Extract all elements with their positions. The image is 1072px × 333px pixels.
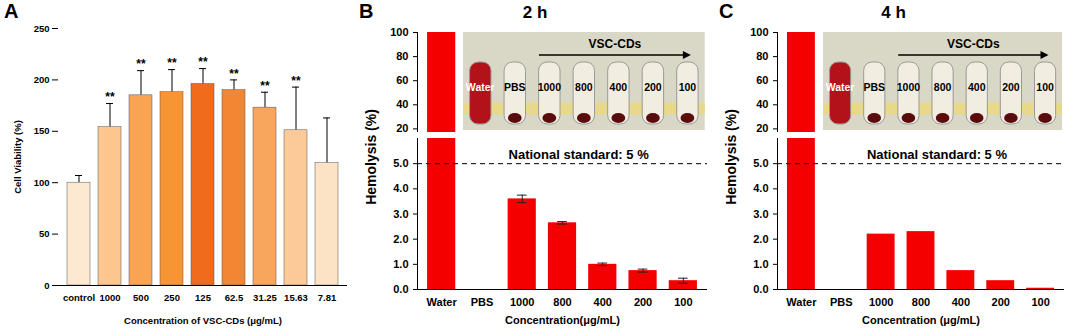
svg-text:1000: 1000 xyxy=(538,81,562,93)
svg-text:control: control xyxy=(63,292,95,303)
svg-text:Water: Water xyxy=(786,296,817,308)
svg-text:PBS: PBS xyxy=(830,296,853,308)
svg-text:Concentration (μg/mL): Concentration (μg/mL) xyxy=(862,314,980,326)
svg-text:40: 40 xyxy=(396,98,408,110)
svg-text:200: 200 xyxy=(1002,81,1020,93)
svg-text:60: 60 xyxy=(756,74,768,86)
svg-text:800: 800 xyxy=(912,296,930,308)
svg-text:200: 200 xyxy=(992,296,1010,308)
svg-text:0.0: 0.0 xyxy=(753,283,768,295)
svg-text:100: 100 xyxy=(750,26,768,38)
svg-text:National standard: 5 %: National standard: 5 % xyxy=(867,147,1008,162)
html-text:Hemolysis (%): Hemolysis (%) xyxy=(363,108,379,205)
html-text:C: C xyxy=(719,0,734,22)
svg-text:100: 100 xyxy=(679,81,697,93)
svg-text:National standard: 5 %: National standard: 5 % xyxy=(509,147,650,162)
svg-text:3.0: 3.0 xyxy=(753,208,768,220)
svg-text:150: 150 xyxy=(34,125,50,136)
svg-text:40: 40 xyxy=(756,98,768,110)
svg-text:2.0: 2.0 xyxy=(753,233,768,245)
svg-text:**: ** xyxy=(291,74,301,88)
svg-text:62.5: 62.5 xyxy=(225,292,244,303)
svg-text:PBS: PBS xyxy=(504,81,526,93)
svg-text:15.63: 15.63 xyxy=(284,292,308,303)
svg-text:1000: 1000 xyxy=(99,292,120,303)
svg-text:Water: Water xyxy=(826,81,855,93)
svg-text:Water: Water xyxy=(466,81,495,93)
svg-text:**: ** xyxy=(136,57,146,71)
svg-text:7.81: 7.81 xyxy=(318,292,337,303)
svg-text:80: 80 xyxy=(756,50,768,62)
svg-text:400: 400 xyxy=(610,81,628,93)
svg-text:1.0: 1.0 xyxy=(753,258,768,270)
svg-text:2.0: 2.0 xyxy=(393,233,408,245)
svg-text:100: 100 xyxy=(1031,296,1049,308)
svg-text:400: 400 xyxy=(968,81,986,93)
svg-text:200: 200 xyxy=(644,81,662,93)
svg-text:60: 60 xyxy=(396,74,408,86)
svg-text:Concentration(μg/mL): Concentration(μg/mL) xyxy=(505,314,620,326)
svg-text:200: 200 xyxy=(34,74,50,85)
svg-text:4.0: 4.0 xyxy=(393,182,408,194)
svg-text:250: 250 xyxy=(164,292,180,303)
svg-text:31.25: 31.25 xyxy=(253,292,277,303)
svg-text:5.0: 5.0 xyxy=(753,157,768,169)
svg-text:VSC-CDs: VSC-CDs xyxy=(947,37,1000,51)
svg-text:50: 50 xyxy=(39,228,50,239)
svg-text:Water: Water xyxy=(427,296,458,308)
svg-text:100: 100 xyxy=(390,26,408,38)
svg-text:**: ** xyxy=(167,56,177,70)
svg-text:1000: 1000 xyxy=(869,296,893,308)
svg-text:0: 0 xyxy=(44,280,49,291)
html-text:4 h: 4 h xyxy=(881,3,906,22)
svg-text:80: 80 xyxy=(396,50,408,62)
svg-text:3.0: 3.0 xyxy=(393,208,408,220)
svg-text:VSC-CDs: VSC-CDs xyxy=(589,37,642,51)
svg-text:400: 400 xyxy=(952,296,970,308)
svg-text:0.0: 0.0 xyxy=(393,283,408,295)
svg-text:100: 100 xyxy=(34,177,50,188)
svg-text:Cell Viability (%): Cell Viability (%) xyxy=(12,120,23,194)
svg-text:Concentration of VSC-CDs (μg/m: Concentration of VSC-CDs (μg/mL) xyxy=(124,315,282,326)
svg-text:125: 125 xyxy=(195,292,212,303)
svg-text:200: 200 xyxy=(634,296,652,308)
svg-text:100: 100 xyxy=(1036,81,1054,93)
svg-text:1.0: 1.0 xyxy=(393,258,408,270)
html-text:2 h: 2 h xyxy=(522,3,548,22)
svg-text:800: 800 xyxy=(575,81,593,93)
html-text:A: A xyxy=(4,0,19,22)
svg-text:**: ** xyxy=(229,67,239,81)
svg-text:**: ** xyxy=(198,55,208,69)
svg-text:800: 800 xyxy=(553,296,571,308)
svg-text:**: ** xyxy=(105,90,115,104)
svg-text:250: 250 xyxy=(34,23,50,34)
svg-text:20: 20 xyxy=(756,122,768,134)
svg-text:5.0: 5.0 xyxy=(393,157,408,169)
svg-text:**: ** xyxy=(260,79,270,93)
svg-text:PBS: PBS xyxy=(471,296,494,308)
svg-text:800: 800 xyxy=(934,81,952,93)
html-text:Hemolysis (%): Hemolysis (%) xyxy=(723,108,739,205)
svg-text:PBS: PBS xyxy=(863,81,885,93)
svg-text:100: 100 xyxy=(674,296,692,308)
svg-text:1000: 1000 xyxy=(897,81,921,93)
svg-text:20: 20 xyxy=(396,122,408,134)
svg-text:500: 500 xyxy=(133,292,149,303)
html-text:B: B xyxy=(359,0,374,22)
svg-text:4.0: 4.0 xyxy=(753,182,768,194)
svg-text:400: 400 xyxy=(594,296,612,308)
svg-text:1000: 1000 xyxy=(510,296,534,308)
